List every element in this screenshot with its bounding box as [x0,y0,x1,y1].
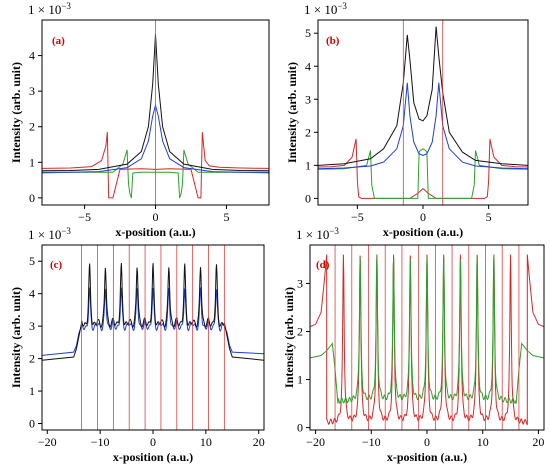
axes-frame [317,19,529,206]
axis-multiplier: 1 × 10−3 [28,226,71,242]
y-tick-label: 0 [297,421,303,435]
plot-area [42,263,264,361]
y-axis-label: Intensity (arb. unit) [282,287,296,388]
series-line [318,82,528,170]
series-line [318,148,528,199]
panel-label: (a) [52,35,65,47]
x-tick-label: 5 [223,210,229,224]
series-line [318,26,528,166]
x-tick-label: −10 [91,435,110,449]
y-tick-label: 2 [29,352,35,366]
x-axis-label: x-position (a.u.) [113,450,193,464]
y-tick-label: 4 [29,49,35,63]
y-tick-label: 2 [305,125,311,139]
x-tick-label: −5 [351,210,364,224]
x-axis-label: x-position (a.u.) [115,225,195,239]
plot-area [310,254,544,426]
x-tick-label: 0 [150,435,156,449]
y-tick-label: 2 [297,324,303,338]
y-tick-label: 0 [305,191,311,205]
y-tick-label: 1 [305,158,311,172]
x-tick-label: 5 [486,210,492,224]
x-tick-label: −10 [362,435,381,449]
x-tick-label: 10 [200,435,212,449]
x-tick-label: 0 [153,210,159,224]
y-tick-label: 3 [297,276,303,290]
x-axis-label: x-position (a.u.) [383,225,463,239]
panel-label: (b) [326,35,340,47]
axis-multiplier: 1 × 10−3 [28,1,71,17]
x-tick-label: −20 [38,435,57,449]
y-tick-label: 4 [29,287,35,301]
axis-multiplier: 1 × 10−3 [304,1,347,17]
x-axis-label: x-position (a.u.) [387,450,467,464]
series-line [318,138,528,199]
y-tick-label: 5 [29,254,35,268]
y-tick-label: 0 [29,191,35,205]
panel-label: (d) [316,259,330,271]
x-tick-label: −20 [306,435,325,449]
y-tick-label: 1 [29,155,35,169]
x-tick-label: 20 [532,435,544,449]
y-tick-label: 5 [305,26,311,40]
y-tick-label: 1 [29,384,35,398]
x-tick-label: 0 [424,435,430,449]
axis-multiplier: 1 × 10−3 [296,226,339,242]
panel-label: (c) [50,259,63,271]
y-tick-label: 4 [305,59,311,73]
y-axis-label: Intensity (arb. unit) [285,62,299,163]
y-tick-label: 0 [29,417,35,431]
x-tick-label: 10 [477,435,489,449]
x-tick-label: −5 [78,210,91,224]
panel-d: −20 −10 0 10 20 0 1 2 3 1 × 10−3 x-position (a.u.)… [282,226,545,464]
panel-b: −5 0 5 0 1 2 3 4 5 1 × 10−3 x-position (a.u.) Inten… [285,1,529,239]
y-tick-label: 1 [297,373,303,387]
y-tick-label: 3 [29,319,35,333]
y-tick-label: 3 [305,92,311,106]
y-axis-label: Intensity (arb. unit) [9,62,23,163]
series-line [42,287,264,356]
x-tick-label: 0 [420,210,426,224]
y-tick-label: 2 [29,120,35,134]
panel-c: −20 −10 0 10 20 0 1 2 3 4 5 1 × 10−3 x-position (a.u… [9,226,265,464]
y-tick-label: 3 [29,84,35,98]
x-tick-label: 20 [253,435,265,449]
series-line [310,256,544,404]
series-line [42,263,264,361]
y-axis-label: Intensity (arb. unit) [9,287,23,388]
panel-a: −5 0 5 0 1 2 3 4 1 × 10−3 x-position (a.u.) Intens… [9,1,270,239]
plot-area [318,26,528,199]
